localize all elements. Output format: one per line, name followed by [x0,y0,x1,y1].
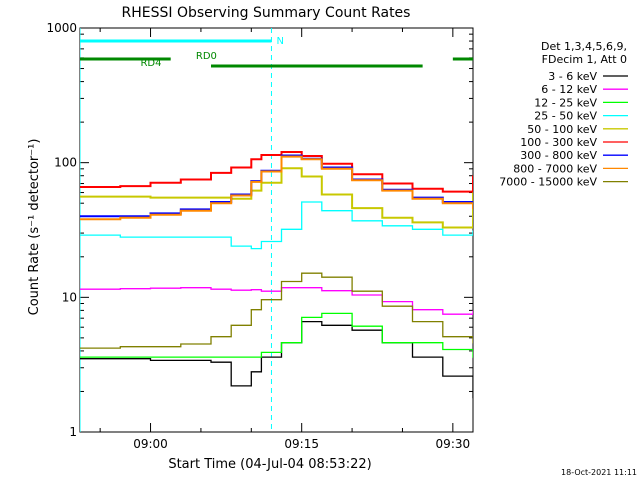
x-axis-label: Start Time (04-Jul-04 08:53:22) [168,457,371,472]
x-tick-label: 09:30 [436,437,471,451]
plot-frame [79,27,474,433]
legend-label-2: 6 - 12 keV [541,83,597,96]
y-tick-label: 1 [69,425,77,439]
legend-label-1: 3 - 6 keV [548,70,597,83]
legend-label-8: 800 - 7000 keV [513,162,597,175]
status-bar-label-rd0: RD0 [196,51,217,62]
series-line-2 [80,287,473,315]
status-bar-label-rd4: RD4 [140,58,161,69]
legend-label-5: 50 - 100 keV [527,123,597,136]
footer-date: 18-Oct-2021 11:11 [561,468,637,477]
legend-label-6: 100 - 300 keV [520,136,597,149]
series-line-9 [80,272,473,349]
y-axis-label: Count Rate (s⁻¹ detector⁻¹) [27,139,42,316]
legend-header-line-1: Det 1,3,4,5,6,9, [541,40,627,53]
series-line-5 [80,167,473,229]
x-tick-label: 09:15 [284,437,319,451]
y-tick-label: 10 [62,290,77,304]
series-line-8 [80,155,473,221]
chart-title: RHESSI Observing Summary Count Rates [122,5,411,21]
legend-label-4: 25 - 50 keV [534,110,597,123]
data-layer [80,28,473,432]
series-line-4 [80,201,473,250]
status-bar-label-n: N [277,36,284,47]
legend-label-7: 300 - 800 keV [520,149,597,162]
legend-header-line-2: FDecim 1, Att 0 [542,53,627,66]
series-line-1 [80,320,473,399]
series-line-3 [80,312,473,358]
y-tick-label: 1000 [46,21,77,35]
legend-label-9: 7000 - 15000 keV [499,176,597,189]
x-tick-label: 09:00 [133,437,168,451]
legend-label-3: 12 - 25 keV [534,96,597,109]
series-line-6 [80,151,473,193]
y-tick-label: 100 [54,156,77,170]
